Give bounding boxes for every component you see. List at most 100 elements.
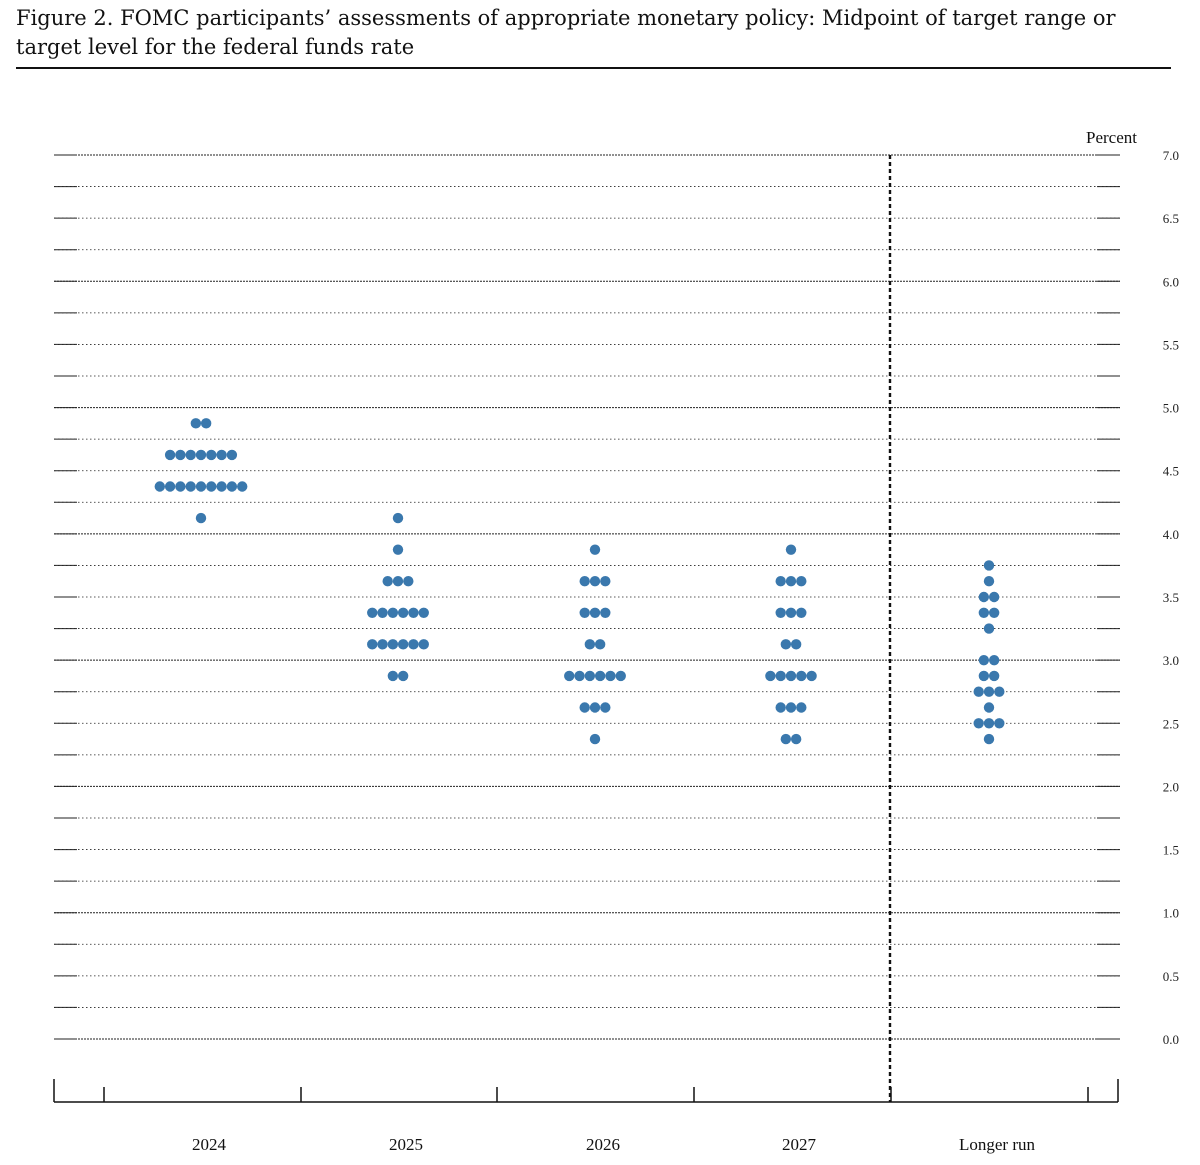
participant-dot (392, 544, 404, 555)
participant-dot (226, 481, 238, 492)
participant-dot (983, 560, 995, 571)
y-tick-label: 5.5 (1163, 337, 1179, 352)
participant-dot (589, 607, 601, 618)
y-tick-label: 0.5 (1163, 969, 1179, 984)
participant-dot (988, 654, 1000, 666)
participant-dot (579, 607, 590, 618)
participant-dot (983, 702, 995, 713)
participant-dot (983, 733, 995, 745)
participant-dot (154, 481, 165, 492)
participant-dot (216, 449, 227, 461)
y-tick-label: 2.0 (1163, 779, 1179, 794)
participant-dot (589, 576, 601, 587)
participant-dot (994, 718, 1005, 729)
participant-dot (408, 639, 419, 650)
participant-dot (983, 718, 995, 729)
participant-dot (377, 607, 388, 618)
figure-title: Figure 2. FOMC participants’ assessments… (16, 6, 1116, 59)
x-category-label: 2026 (586, 1135, 620, 1154)
participant-dot (594, 670, 606, 682)
participant-dot (994, 686, 1005, 697)
y-tick-label: 6.0 (1163, 274, 1179, 289)
participant-dot (589, 544, 601, 555)
x-tick-labels: 2024 2025 2026 2027 Longer run (192, 1135, 1035, 1154)
participant-dot (200, 418, 212, 429)
participant-dot (796, 607, 807, 618)
dots (154, 418, 1005, 745)
participant-dot (392, 512, 404, 524)
participant-dot (387, 670, 399, 682)
participant-dot (418, 639, 429, 650)
participant-dot (579, 702, 590, 713)
participant-dot (190, 418, 202, 429)
participant-dot (175, 449, 186, 461)
participant-dot (600, 576, 611, 587)
participant-dot (579, 576, 590, 587)
participant-dot (988, 591, 1000, 603)
participant-dot (605, 670, 616, 682)
participant-dot (418, 607, 429, 618)
x-category-label: 2027 (782, 1135, 817, 1154)
participant-dot (780, 639, 792, 650)
participant-dot (216, 481, 227, 492)
title-rule (16, 67, 1171, 69)
participant-dot (403, 576, 414, 587)
participant-dot (408, 607, 419, 618)
participant-dot (164, 449, 176, 461)
y-tick-labels: 0.0 0.5 1.0 1.5 2.0 2.5 3.0 3.5 4.0 4.5 5.0 5.5 6.0 6… (1163, 148, 1179, 1047)
participant-dot (785, 670, 797, 682)
participant-dot (775, 702, 786, 713)
participant-dot (195, 481, 207, 492)
participant-dot (973, 686, 984, 697)
y-tick-label: 4.5 (1163, 464, 1179, 479)
participant-dot (780, 733, 792, 745)
participant-dot (397, 639, 409, 650)
participant-dot (600, 607, 611, 618)
participant-dot (387, 639, 399, 650)
participant-dot (206, 449, 217, 461)
x-axis (53, 1079, 1119, 1103)
participant-dot (584, 670, 596, 682)
x-category-label: 2025 (389, 1135, 423, 1154)
participant-dot (785, 576, 797, 587)
y-tick-label: 1.5 (1163, 843, 1179, 858)
participant-dot (775, 576, 786, 587)
participant-dot (765, 670, 776, 682)
participant-dot (600, 702, 611, 713)
participant-dot (983, 686, 995, 697)
participant-dot (367, 607, 378, 618)
participant-dot (574, 670, 585, 682)
y-tick-label: 3.5 (1163, 590, 1179, 605)
participant-dot (785, 702, 797, 713)
participant-dot (589, 702, 601, 713)
participant-dot (392, 576, 404, 587)
participant-dot (164, 481, 176, 492)
x-category-label: 2024 (192, 1135, 227, 1154)
participant-dot (978, 607, 990, 618)
grid-lines (54, 154, 1120, 1102)
participant-dot (978, 670, 990, 682)
participant-dot (785, 544, 797, 555)
participant-dot (988, 670, 1000, 682)
participant-dot (615, 670, 626, 682)
participant-dot (377, 639, 388, 650)
y-tick-label: 2.5 (1163, 716, 1179, 731)
participant-dot (796, 702, 807, 713)
participant-dot (775, 670, 786, 682)
y-tick-label: 7.0 (1163, 148, 1179, 163)
participant-dot (978, 591, 990, 603)
participant-dot (589, 733, 601, 745)
participant-dot (785, 607, 797, 618)
participant-dot (226, 449, 238, 461)
participant-dot (973, 718, 984, 729)
y-tick-label: 3.0 (1163, 653, 1179, 668)
participant-dot (796, 670, 807, 682)
y-tick-label: 1.0 (1163, 906, 1179, 921)
participant-dot (564, 670, 575, 682)
participant-dot (185, 481, 196, 492)
participant-dot (978, 654, 990, 666)
participant-dot (397, 607, 409, 618)
y-tick-label: 5.0 (1163, 401, 1179, 416)
participant-dot (775, 607, 786, 618)
